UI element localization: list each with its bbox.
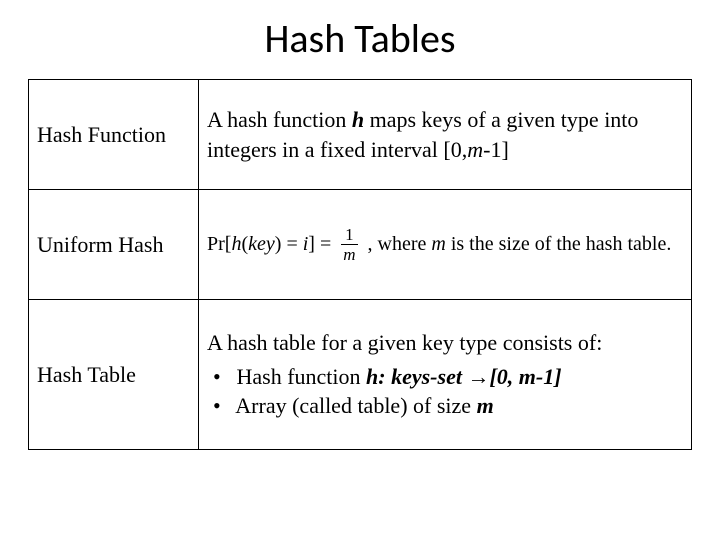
arrow-icon: → — [467, 364, 489, 389]
term-hash-table: Hash Table — [29, 300, 199, 450]
term-hash-function: Hash Function — [29, 80, 199, 190]
text: A hash table for a given key type consis… — [207, 328, 683, 358]
text: -1] — [483, 137, 509, 162]
var-m: m — [431, 233, 445, 255]
fraction-numerator: 1 — [341, 226, 358, 245]
var-h: h — [352, 107, 364, 132]
text: Array (called table) of size — [235, 393, 476, 418]
text: Pr[ — [207, 233, 231, 255]
table-row: Hash Function A hash function h maps key… — [29, 80, 692, 190]
fraction-denominator: m — [339, 245, 359, 263]
fraction: 1 m — [339, 226, 359, 263]
text: ] = — [308, 233, 331, 255]
text: Hash function — [237, 364, 367, 389]
term-uniform-hash: Uniform Hash — [29, 190, 199, 300]
list-item: Hash function h: keys-set →[0, m-1] — [213, 362, 683, 392]
text: = — [281, 233, 302, 255]
var-m: m — [467, 137, 483, 162]
desc-uniform-hash: Pr[h(key) = i] = 1 m , where m is the si… — [199, 190, 692, 300]
var-m: m — [477, 393, 494, 418]
desc-hash-function: A hash function h maps keys of a given t… — [199, 80, 692, 190]
text: , where — [368, 233, 432, 255]
table-row: Hash Table A hash table for a given key … — [29, 300, 692, 450]
text: A hash function — [207, 107, 352, 132]
var-key: key — [248, 233, 275, 255]
slide-title: Hash Tables — [28, 14, 692, 63]
slide-container: Hash Tables Hash Function A hash functio… — [0, 0, 720, 540]
text: h: keys-set — [366, 364, 467, 389]
uniform-hash-formula: Pr[h(key) = i] = 1 m , where m is the si… — [207, 226, 671, 263]
definitions-table: Hash Function A hash function h maps key… — [28, 79, 692, 450]
list-item: Array (called table) of size m — [213, 391, 683, 421]
hash-table-bullets: Hash function h: keys-set →[0, m-1] Arra… — [207, 362, 683, 421]
desc-hash-table: A hash table for a given key type consis… — [199, 300, 692, 450]
var-h: h — [231, 233, 241, 255]
text: [0, m-1] — [489, 364, 561, 389]
text: is the size of the hash table. — [446, 233, 672, 255]
table-row: Uniform Hash Pr[h(key) = i] = 1 m , wher… — [29, 190, 692, 300]
